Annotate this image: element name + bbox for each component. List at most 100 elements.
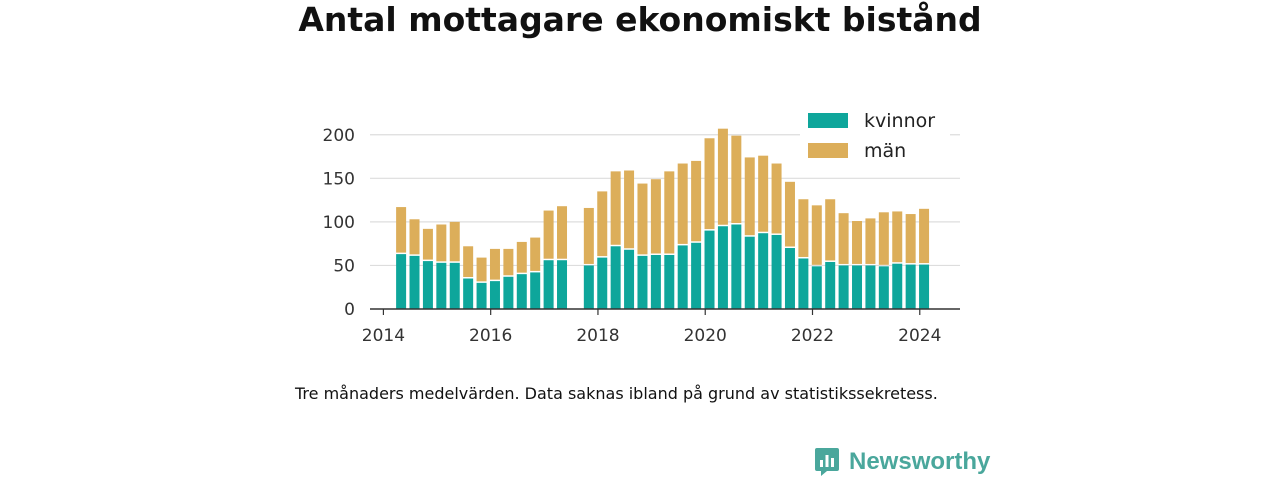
- bar-man: [838, 213, 849, 264]
- bar-kvinnor: [543, 260, 554, 309]
- bar-man: [489, 248, 500, 280]
- y-tick-label: 200: [323, 126, 355, 146]
- bar-man: [396, 207, 407, 253]
- bar-man: [865, 218, 876, 264]
- bar-kvinnor: [865, 265, 876, 309]
- bar-kvinnor: [583, 265, 594, 309]
- bar-man: [583, 207, 594, 264]
- bar-kvinnor: [677, 245, 688, 309]
- brand-name: Newsworthy: [849, 448, 991, 475]
- bar-man: [543, 210, 554, 259]
- x-tick-label: 2020: [684, 326, 727, 346]
- y-tick-label: 50: [333, 256, 355, 276]
- bar-kvinnor: [838, 265, 849, 309]
- bar-man: [449, 221, 460, 262]
- bar-man: [798, 199, 809, 257]
- bar-kvinnor: [422, 261, 433, 309]
- bar-kvinnor: [624, 249, 635, 309]
- bar-kvinnor: [758, 233, 769, 309]
- bar-man: [677, 163, 688, 244]
- bar-kvinnor: [637, 255, 648, 309]
- bar-kvinnor: [557, 260, 568, 309]
- bar-kvinnor: [664, 254, 675, 309]
- bar-kvinnor: [892, 263, 903, 309]
- bar-kvinnor: [489, 281, 500, 309]
- bar-man: [624, 170, 635, 249]
- bar-man: [597, 191, 608, 257]
- bar-kvinnor: [503, 276, 514, 309]
- legend-label: kvinnor: [864, 110, 935, 132]
- bar-man: [476, 257, 487, 282]
- bar-man: [637, 183, 648, 255]
- bar-kvinnor: [852, 265, 863, 309]
- bar-kvinnor: [409, 255, 420, 309]
- bar-kvinnor: [650, 254, 661, 309]
- bar-man: [852, 221, 863, 264]
- bar-kvinnor: [691, 242, 702, 309]
- bar-kvinnor: [771, 234, 782, 309]
- bar-kvinnor: [530, 272, 541, 309]
- bar-kvinnor: [436, 262, 447, 309]
- bar-kvinnor: [731, 224, 742, 309]
- brand-logo: Newsworthy: [814, 446, 990, 478]
- bar-man: [530, 237, 541, 271]
- bar-man: [704, 138, 715, 230]
- legend-label: män: [864, 140, 906, 162]
- bar-man: [892, 211, 903, 263]
- y-tick-label: 0: [344, 300, 355, 320]
- bar-kvinnor: [784, 248, 795, 309]
- bar-kvinnor: [610, 246, 621, 309]
- bar-man: [422, 228, 433, 260]
- bars: [396, 128, 930, 309]
- bar-man: [919, 208, 930, 264]
- bar-man: [784, 181, 795, 247]
- bar-kvinnor: [825, 261, 836, 309]
- bar-man: [610, 171, 621, 245]
- y-tick-label: 100: [323, 213, 355, 233]
- bar-kvinnor: [476, 282, 487, 309]
- bar-man: [825, 199, 836, 261]
- bar-man: [811, 205, 822, 265]
- bar-man: [878, 212, 889, 265]
- x-tick-label: 2014: [362, 326, 405, 346]
- bar-man: [557, 206, 568, 259]
- bar-kvinnor: [704, 230, 715, 309]
- bar-man: [409, 219, 420, 255]
- bar-kvinnor: [811, 266, 822, 309]
- bar-kvinnor: [717, 226, 728, 309]
- bar-kvinnor: [798, 258, 809, 309]
- bar-man: [771, 163, 782, 234]
- legend-swatch: [808, 113, 848, 128]
- bar-man: [758, 155, 769, 232]
- bar-man: [650, 179, 661, 254]
- x-tick-label: 2024: [898, 326, 941, 346]
- y-tick-label: 150: [323, 169, 355, 189]
- bar-kvinnor: [463, 278, 474, 309]
- bar-man: [463, 246, 474, 278]
- bar-man: [731, 135, 742, 224]
- bar-man: [691, 160, 702, 242]
- bar-man: [905, 214, 916, 264]
- legend-swatch: [808, 143, 848, 158]
- bar-man: [664, 171, 675, 254]
- bar-man: [717, 128, 728, 225]
- x-tick-label: 2018: [576, 326, 619, 346]
- bar-kvinnor: [878, 266, 889, 309]
- chart-title: Antal mottagare ekonomiskt bistånd: [298, 0, 982, 39]
- bar-man: [436, 224, 447, 262]
- bar-kvinnor: [919, 264, 930, 309]
- axes: 0 50 100 150 200 2014 2016 2018 2020 2022 2024: [323, 126, 960, 346]
- bar-man: [744, 157, 755, 236]
- bar-kvinnor: [516, 274, 527, 309]
- bar-kvinnor: [905, 264, 916, 309]
- x-tick-label: 2016: [469, 326, 512, 346]
- chart-caption: Tre månaders medelvärden. Data saknas ib…: [295, 384, 938, 403]
- x-tick-label: 2022: [791, 326, 834, 346]
- legend: kvinnor män: [800, 106, 950, 170]
- bar-kvinnor: [744, 236, 755, 309]
- newsworthy-logo-icon: [815, 448, 839, 476]
- bar-kvinnor: [597, 257, 608, 309]
- bar-kvinnor: [396, 254, 407, 309]
- bar-kvinnor: [449, 262, 460, 309]
